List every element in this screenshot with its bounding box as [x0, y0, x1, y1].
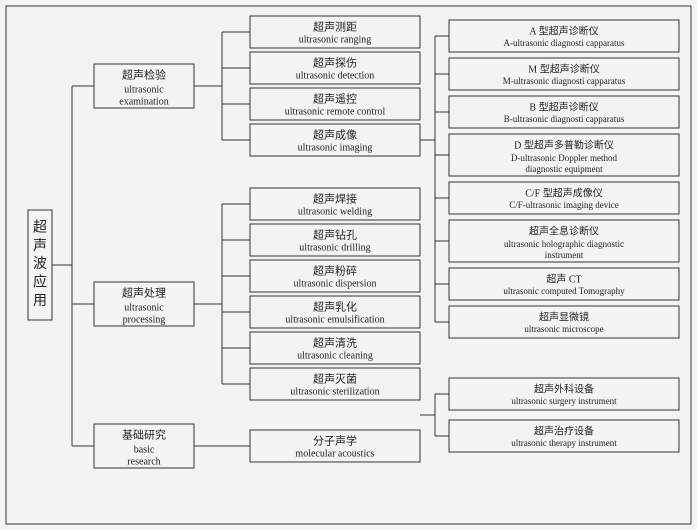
level2-proc-1-en: ultrasonic drilling — [299, 242, 370, 253]
level1-basic-cn: 基础研究 — [122, 428, 166, 442]
level3-exam-5-cn: 超声全息诊断仪 — [529, 224, 599, 237]
level1-proc-cn: 超声处理 — [122, 286, 166, 300]
level1-exam-en1: ultrasonic — [124, 84, 164, 95]
level2-proc-0-en: ultrasonic welding — [298, 206, 372, 217]
level3-exam-5-en2: instrument — [545, 250, 584, 260]
level2-proc-3-cn: 超声乳化 — [313, 300, 357, 314]
level1-exam-cn: 超声检验 — [122, 68, 166, 82]
level3-exam-1-cn: M 型超声诊断仪 — [528, 62, 599, 75]
level2-exam-3-en: ultrasonic imaging — [298, 142, 373, 153]
level3-exam-0-en: A-ultrasonic diagnosti capparatus — [504, 38, 625, 48]
level2-proc-4-cn: 超声清洗 — [313, 336, 357, 350]
level2-proc-2-cn: 超声粉碎 — [313, 264, 357, 278]
level3-exam-3-cn: D 型超声多普勒诊断仪 — [514, 138, 614, 151]
level1-basic-en2: research — [127, 456, 160, 467]
level2-exam-0-en: ultrasonic ranging — [299, 34, 371, 45]
level1-proc-en2: processing — [123, 314, 166, 325]
level1-exam-en2: examination — [119, 96, 168, 107]
level1-proc-en1: ultrasonic — [124, 302, 164, 313]
level2-proc-0-cn: 超声焊接 — [313, 192, 357, 206]
level2-exam-2-cn: 超声遥控 — [313, 92, 357, 106]
level2-basic-0-cn: 分子声学 — [313, 434, 357, 448]
level2-proc-3-en: ultrasonic emulsification — [285, 314, 384, 325]
level3-proc-1-en: ultrasonic therapy instrument — [511, 438, 617, 448]
level3-exam-6-en: ultrasonic computed Tomography — [503, 286, 625, 296]
level3-exam-0-cn: A 型超声诊断仪 — [529, 24, 598, 37]
level3-exam-3-en2: diagnostic equipment — [525, 164, 603, 174]
level3-exam-1-en: M-ultrasonic diagnosti capparatus — [503, 76, 626, 86]
level3-exam-3-en1: D-ultrasonic Doppler method — [511, 153, 617, 163]
level3-exam-7-en: ultrasonic microscope — [524, 324, 603, 334]
level2-exam-0-cn: 超声测距 — [313, 20, 357, 34]
level2-exam-1-en: ultrasonic detection — [296, 70, 375, 81]
level3-exam-6-cn: 超声 CT — [546, 272, 581, 285]
level1-basic-en1: basic — [134, 444, 155, 455]
root-label-char: 应 — [33, 274, 47, 291]
root-label-char: 超 — [33, 220, 47, 236]
level2-proc-4-en: ultrasonic cleaning — [297, 350, 373, 361]
level3-exam-4-cn: C/F 型超声成像仪 — [525, 186, 603, 199]
level3-proc-0-cn: 超声外科设备 — [534, 382, 594, 395]
root-label-char: 波 — [33, 256, 47, 272]
level2-proc-5-cn: 超声灭菌 — [313, 372, 357, 386]
level2-basic-0-en: molecular acoustics — [295, 448, 374, 459]
level3-proc-0-en: ultrasonic surgery instrument — [511, 396, 617, 406]
level3-exam-2-cn: B 型超声诊断仪 — [529, 100, 598, 113]
level2-proc-5-en: ultrasonic sterilization — [290, 386, 379, 397]
level2-exam-3-cn: 超声成像 — [313, 128, 357, 142]
level2-exam-2-en: ultrasonic remote control — [285, 106, 386, 117]
level2-proc-1-cn: 超声钻孔 — [313, 228, 357, 242]
level2-exam-1-cn: 超声探伤 — [313, 56, 357, 70]
level3-proc-1-cn: 超声治疗设备 — [534, 424, 594, 437]
level3-exam-5-en1: ultrasonic holographic diagnostic — [504, 239, 624, 249]
level3-exam-2-en: B-ultrasonic diagnosti capparatus — [504, 114, 625, 124]
root-label-char: 声 — [33, 238, 47, 254]
level3-exam-7-cn: 超声显微镜 — [539, 310, 589, 323]
root-label-char: 用 — [33, 294, 47, 309]
level3-exam-4-en: C/F-ultrasonic imaging device — [509, 200, 618, 210]
level2-proc-2-en: ultrasonic dispersion — [293, 278, 376, 289]
